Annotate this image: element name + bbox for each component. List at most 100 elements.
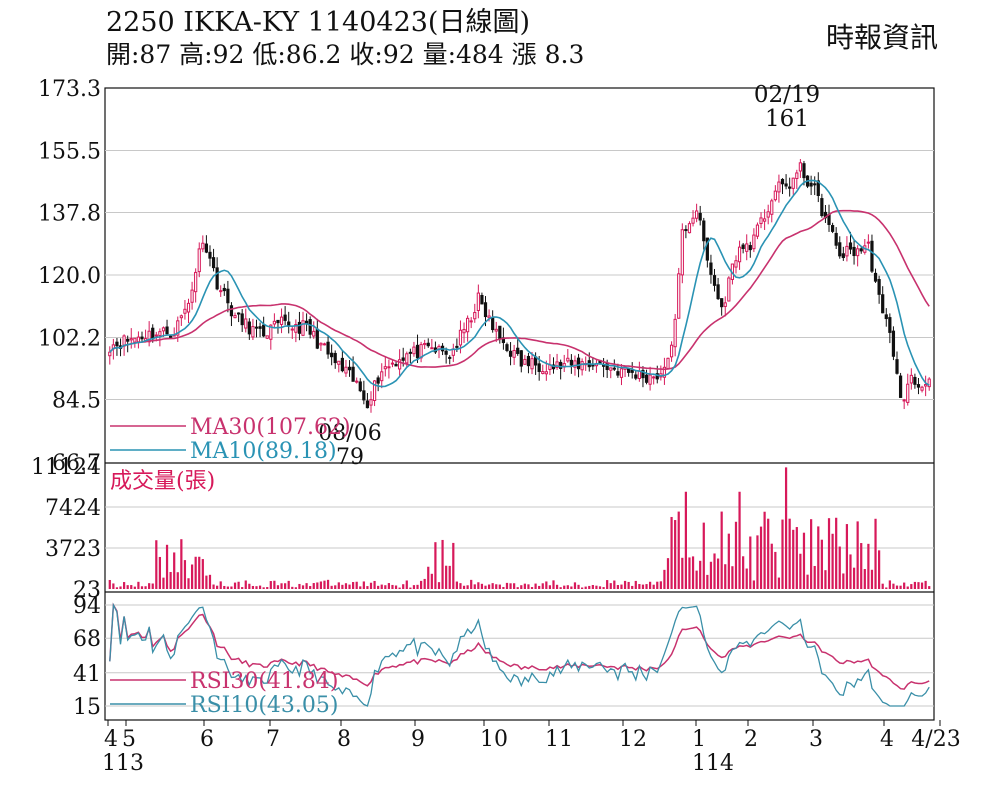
volume-bar	[155, 540, 158, 589]
candle	[272, 313, 276, 328]
ohlc-summary: 開:87 高:92 低:86.2 收:92 量:484 漲 8.3	[106, 40, 585, 69]
volume-bar	[570, 586, 573, 589]
candle-body	[616, 371, 620, 376]
candle-body	[369, 399, 373, 406]
volume-bar	[516, 587, 519, 589]
volume-bar	[838, 546, 841, 589]
candle	[383, 356, 387, 377]
volume-bar	[312, 583, 315, 589]
candle-body	[351, 366, 355, 382]
candle-body	[881, 294, 885, 314]
volume-bar	[878, 550, 881, 589]
candle	[505, 342, 509, 353]
candle-body	[197, 248, 201, 273]
candle	[780, 178, 785, 195]
candle-body	[476, 292, 480, 311]
candle-body	[251, 326, 255, 338]
volume-bar	[810, 519, 813, 589]
candle-body	[766, 211, 770, 218]
volume-bar	[742, 556, 745, 589]
candle-body	[695, 210, 699, 219]
candle-body	[544, 371, 548, 375]
candle	[777, 174, 781, 203]
x-month-label: 4	[880, 727, 894, 752]
volume-bar	[158, 556, 161, 589]
candle-body	[627, 368, 631, 373]
candle	[258, 322, 262, 338]
candle-body	[684, 229, 688, 232]
candle	[254, 319, 259, 338]
volume-bar	[344, 583, 348, 589]
volume-bar	[520, 585, 523, 589]
candle	[698, 205, 702, 226]
candle	[909, 368, 913, 390]
volume-bar	[799, 553, 802, 589]
candle-body	[304, 320, 309, 324]
candle	[451, 343, 455, 362]
candle	[641, 366, 645, 388]
candle-body	[236, 312, 241, 315]
candle	[319, 342, 323, 351]
volume-bar	[527, 584, 530, 589]
volume-bar	[573, 582, 577, 589]
volume-bar	[140, 586, 144, 589]
candle-body	[247, 321, 251, 335]
candle	[433, 341, 438, 354]
volume-bar	[251, 585, 255, 589]
candle-body	[723, 302, 727, 307]
candle-body	[194, 271, 198, 293]
candle-body	[147, 330, 151, 343]
candle-body	[655, 373, 659, 380]
candle-body	[233, 315, 237, 319]
candle-body	[487, 315, 491, 319]
x-month-label: 2	[744, 727, 758, 752]
candle	[312, 321, 316, 339]
candle	[412, 341, 416, 357]
candle	[634, 370, 638, 381]
candle	[380, 363, 384, 389]
volume-bar	[183, 560, 187, 589]
candle	[609, 367, 613, 379]
volume-bar	[165, 544, 169, 589]
candle-body	[226, 288, 230, 304]
price-y-tick: 155.5	[38, 139, 101, 164]
candle-body	[394, 363, 398, 367]
candle-body	[816, 180, 820, 196]
candle-body	[165, 326, 169, 335]
rsi30-legend-label: RSI30(41.84)	[190, 669, 338, 694]
candle	[884, 308, 888, 327]
candle-body	[279, 316, 284, 325]
candle	[644, 369, 649, 385]
volume-bar	[606, 580, 609, 589]
candle	[770, 198, 774, 223]
candle-body	[605, 362, 609, 371]
candle-body	[737, 246, 742, 263]
volume-bar	[552, 580, 555, 589]
candle-body	[741, 244, 745, 250]
candle	[423, 339, 427, 350]
x-month-label: 6	[200, 727, 214, 752]
candle	[541, 364, 545, 375]
volume-bar	[928, 586, 931, 589]
candle-body	[859, 248, 863, 252]
volume-bar	[695, 570, 698, 589]
candle	[863, 238, 867, 255]
candle	[201, 235, 205, 253]
candle-body	[312, 330, 316, 337]
candle-body	[466, 317, 470, 333]
candle	[140, 331, 144, 342]
volume-bar	[609, 583, 612, 589]
candle	[580, 358, 584, 376]
candle-body	[902, 399, 906, 402]
candle-body	[745, 243, 749, 252]
volume-bar	[845, 524, 849, 589]
candle	[741, 242, 745, 254]
candle-body	[229, 305, 234, 317]
axis-tick-labels: 173.3155.5137.8120.0102.284.566.71112474…	[31, 77, 961, 776]
volume-bar	[763, 511, 766, 589]
candle-body	[390, 362, 395, 365]
candle-body	[541, 371, 545, 374]
candle-body	[788, 186, 792, 189]
candle-body	[458, 329, 463, 346]
candle	[745, 234, 749, 261]
